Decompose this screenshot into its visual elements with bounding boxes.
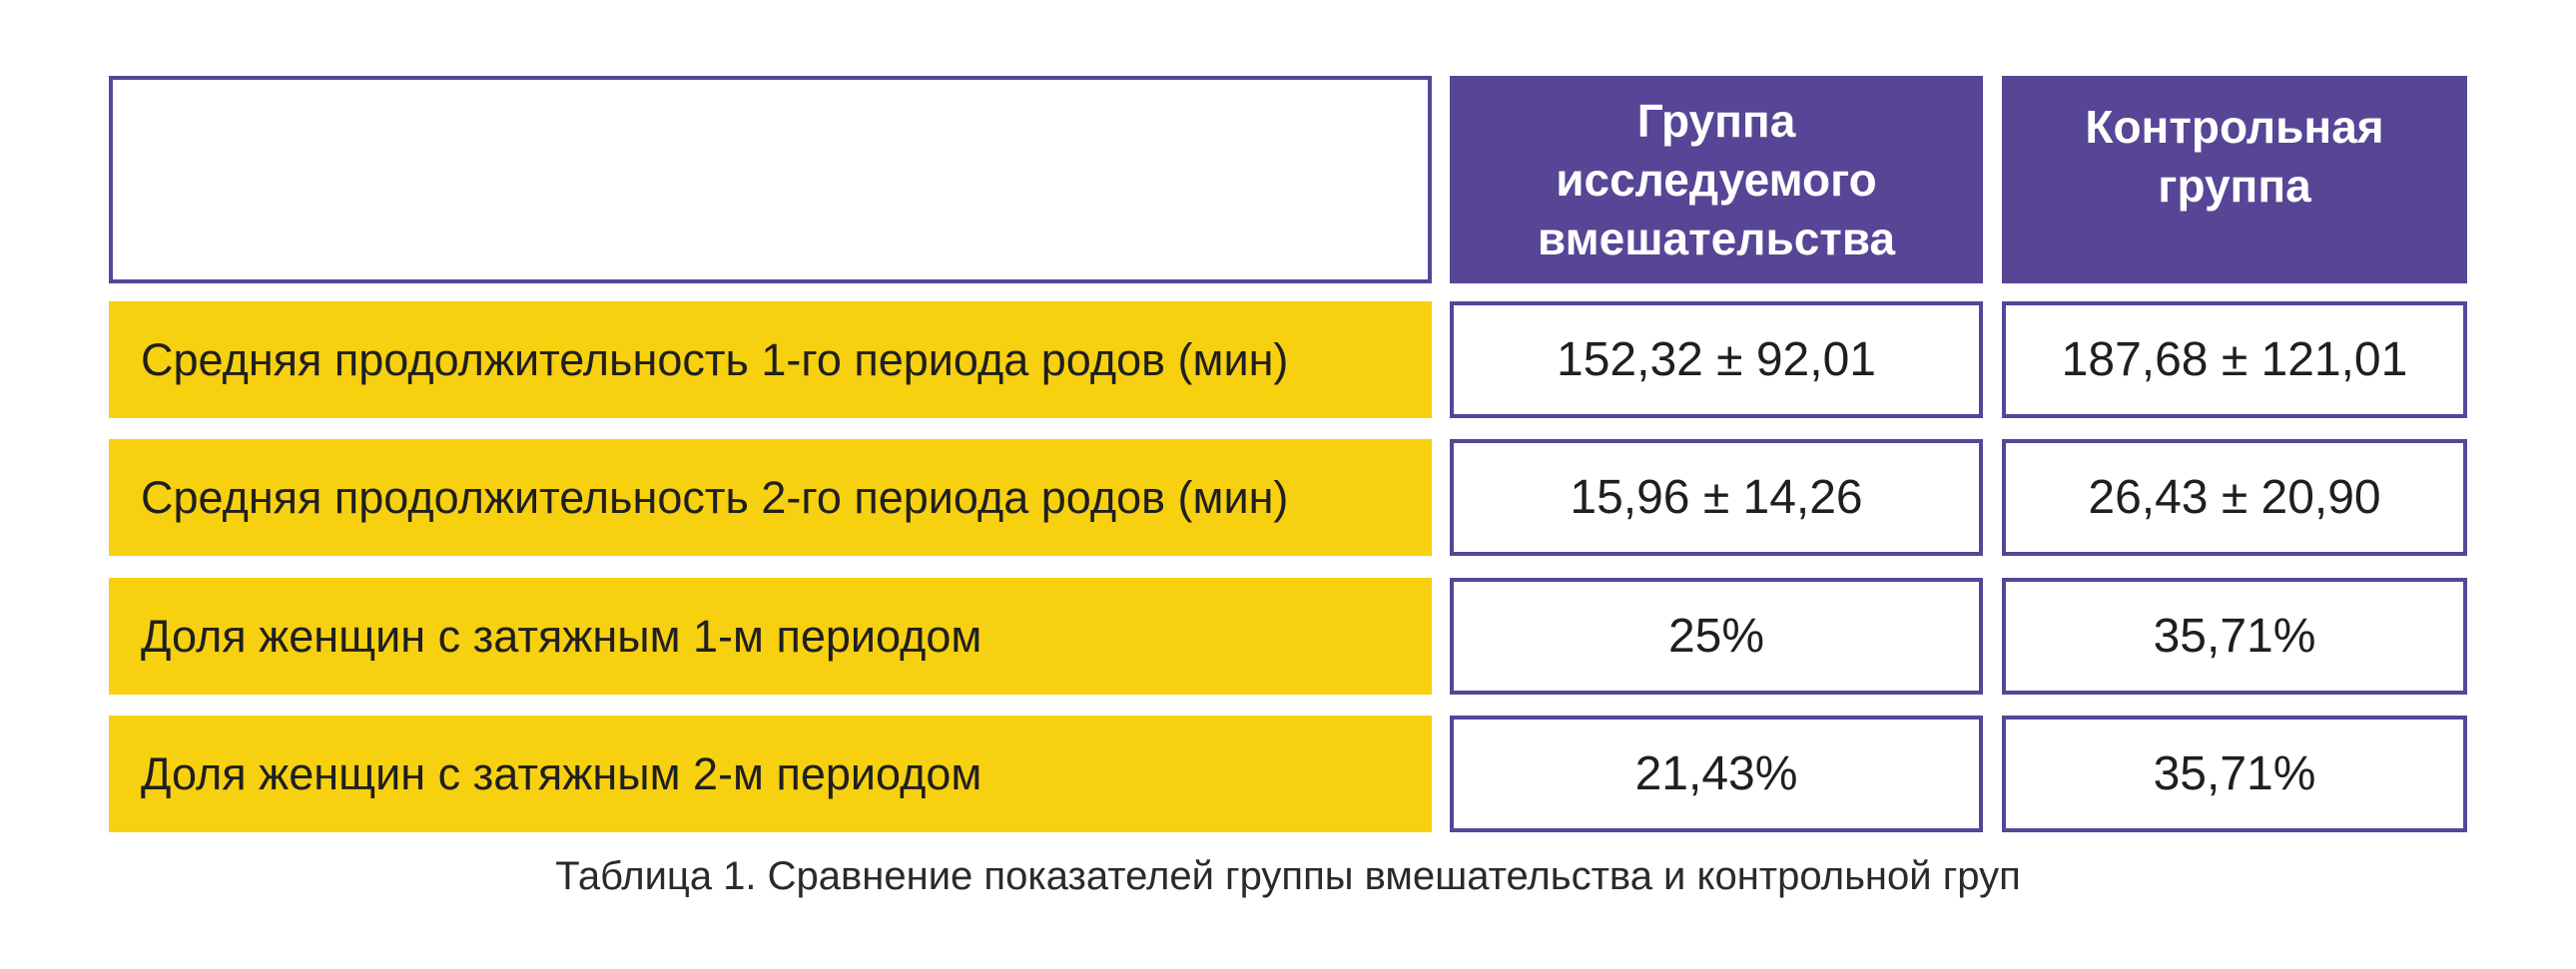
cell-value: 152,32 ± 92,01: [1557, 333, 1876, 386]
table-cell-control: 35,71%: [2002, 716, 2467, 832]
cell-value: 21,43%: [1634, 747, 1798, 800]
cell-value: 15,96 ± 14,26: [1570, 471, 1863, 524]
column-header-intervention-label: Группа исследуемого вмешательства: [1537, 94, 1896, 264]
cell-value: 26,43 ± 20,90: [2088, 471, 2381, 524]
cell-value: 35,71%: [2153, 610, 2316, 663]
cell-value: 187,68 ± 121,01: [2061, 333, 2408, 386]
cell-value: 25%: [1667, 610, 1765, 663]
table-cell-intervention: 21,43%: [1450, 716, 1983, 832]
table-cell-control: 35,71%: [2002, 578, 2467, 695]
row-label-text: Средняя продолжительность 1-го периода р…: [141, 333, 1289, 385]
row-label: Доля женщин с затяжным 1-м периодом: [109, 578, 1432, 695]
column-header-control: Контрольная группа: [2002, 76, 2467, 283]
table-cell-control: 187,68 ± 121,01: [2002, 301, 2467, 418]
row-label: Доля женщин с затяжным 2-м периодом: [109, 716, 1432, 832]
table-cell-control: 26,43 ± 20,90: [2002, 439, 2467, 556]
column-header-intervention: Группа исследуемого вмешательства: [1450, 76, 1983, 283]
table-cell-intervention: 152,32 ± 92,01: [1450, 301, 1983, 418]
table-cell-intervention: 15,96 ± 14,26: [1450, 439, 1983, 556]
row-label-text: Доля женщин с затяжным 1-м периодом: [141, 610, 982, 662]
column-header-control-label: Контрольная группа: [2085, 101, 2384, 212]
table-corner-cell: [109, 76, 1432, 283]
row-label: Средняя продолжительность 1-го периода р…: [109, 301, 1432, 418]
table-caption: Таблица 1. Сравнение показателей группы …: [555, 854, 2021, 898]
table-cell-intervention: 25%: [1450, 578, 1983, 695]
row-label-text: Средняя продолжительность 2-го периода р…: [141, 471, 1289, 523]
row-label-text: Доля женщин с затяжным 2-м периодом: [141, 747, 982, 799]
row-label: Средняя продолжительность 2-го периода р…: [109, 439, 1432, 556]
cell-value: 35,71%: [2153, 747, 2316, 800]
